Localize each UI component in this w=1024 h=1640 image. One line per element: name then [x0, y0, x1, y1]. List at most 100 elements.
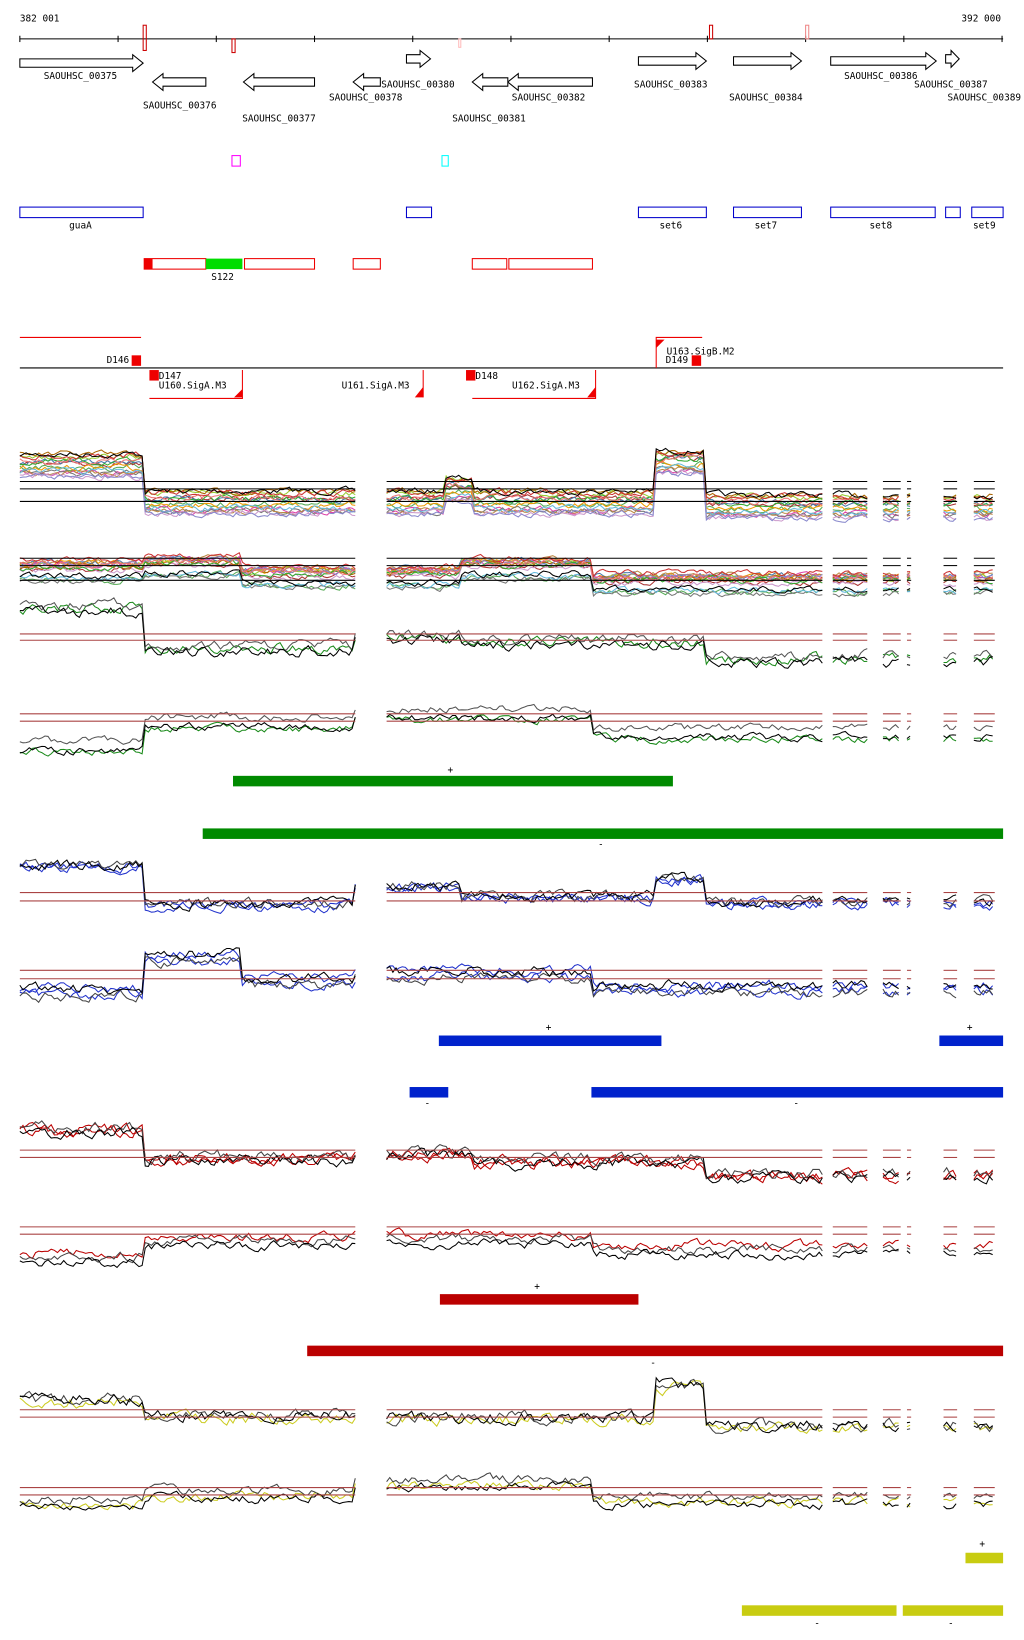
signal-line: [973, 1420, 994, 1433]
signal-line: [19, 605, 356, 658]
signal-line: [882, 579, 899, 587]
promoter-label: D146: [107, 355, 130, 366]
gene-arrow: [471, 72, 509, 92]
signal-line: [19, 561, 356, 582]
signal-line: [906, 1428, 911, 1431]
gene-arrow: [405, 49, 432, 69]
signal-line: [943, 1169, 957, 1181]
signal-line: [943, 589, 957, 595]
signal-line: [19, 555, 356, 575]
signal-line: [386, 1150, 823, 1185]
signal-line: [882, 658, 899, 668]
signal-line: [882, 508, 899, 515]
annotation-label: set7: [755, 221, 778, 232]
signal-line: [882, 991, 899, 997]
signal-line: [943, 734, 957, 739]
signal-line: [832, 504, 868, 511]
signal-line: [386, 1238, 823, 1261]
signal-line: [386, 713, 823, 743]
signal-line: [882, 1501, 899, 1508]
gene-arrow: [151, 72, 207, 92]
signal-line: [832, 723, 868, 730]
segment-boxes: [143, 258, 593, 270]
strand-label: +: [967, 1023, 973, 1034]
strand-label: -: [948, 1619, 954, 1630]
signal-line: [882, 572, 899, 577]
signal-line: [973, 649, 994, 658]
signal-line: [882, 1168, 899, 1178]
signal-line: [882, 1494, 899, 1499]
signal-line: [832, 988, 868, 998]
signal-line: [882, 1239, 899, 1247]
promoter-label: U163.SigB.M2: [667, 347, 735, 358]
signal-line: [386, 1147, 823, 1185]
signal-line: [882, 1172, 899, 1185]
gene-label: SAOUHSC_00377: [242, 113, 316, 124]
signal-line: [386, 871, 823, 908]
signal-line: [906, 574, 911, 578]
signal-line: [386, 571, 823, 596]
signal-line: [906, 656, 911, 659]
annotation-label: set9: [973, 221, 996, 232]
signal-line: [19, 709, 356, 745]
signal-line: [386, 633, 823, 669]
signal-line: [19, 956, 356, 1004]
feature-marker: [441, 155, 449, 167]
signal-line: [943, 1174, 957, 1181]
signal-line: [19, 861, 356, 911]
gene-label: SAOUHSC_00376: [143, 101, 217, 112]
signal-line: [19, 1123, 356, 1167]
signal-line: [19, 597, 356, 652]
signal-line: [882, 982, 899, 989]
strand-label: -: [650, 1358, 656, 1369]
signal-line: [386, 556, 823, 580]
signal-line: [19, 1390, 356, 1422]
signal-line: [882, 499, 900, 506]
promoter-label: U162.SigA.M3: [512, 380, 580, 391]
gene-arrow: [352, 72, 381, 92]
signal-line: [973, 570, 993, 575]
signal-line: [973, 654, 994, 663]
signal-line: [943, 495, 957, 500]
signal-line: [832, 1497, 868, 1505]
signal-line: [19, 601, 356, 656]
gene-label: SAOUHSC_00383: [634, 80, 708, 91]
signal-line: [973, 511, 993, 518]
signal-line: [832, 1171, 868, 1184]
signal-line: [906, 985, 911, 990]
signal-line: [906, 1176, 911, 1181]
gene-arrow: [506, 72, 593, 92]
signal-line: [943, 575, 957, 580]
signal-line: [19, 554, 356, 573]
signal-line: [943, 983, 957, 989]
signal-line: [386, 469, 823, 522]
signal-line: [386, 1378, 823, 1435]
strand-label: -: [598, 840, 604, 851]
signal-line: [973, 898, 994, 907]
signal-line: [943, 590, 957, 596]
signal-line: [832, 730, 868, 739]
signal-line: [973, 725, 993, 732]
signal-line: [882, 981, 899, 990]
signal-line: [906, 588, 911, 591]
signal-line: [832, 510, 868, 517]
signal-line: [943, 735, 957, 742]
signal-line: [906, 501, 911, 506]
signal-line: [973, 500, 994, 507]
signal-line: [906, 897, 911, 900]
signal-line: [943, 504, 957, 512]
signal-line: [386, 447, 823, 499]
signal-line: [19, 472, 356, 519]
signal-line: [906, 512, 911, 516]
feature-marker: [231, 155, 241, 167]
signal-line: [832, 1495, 868, 1505]
gene-label: SAOUHSC_00389: [948, 92, 1022, 103]
signal-line: [906, 1496, 911, 1500]
signal-line: [832, 655, 868, 662]
signal-line: [973, 989, 994, 996]
signal-line: [973, 586, 993, 593]
signal-line: [832, 514, 868, 520]
signal-line: [943, 1250, 957, 1257]
signal-line: [906, 725, 911, 730]
signal-line: [19, 1120, 356, 1166]
